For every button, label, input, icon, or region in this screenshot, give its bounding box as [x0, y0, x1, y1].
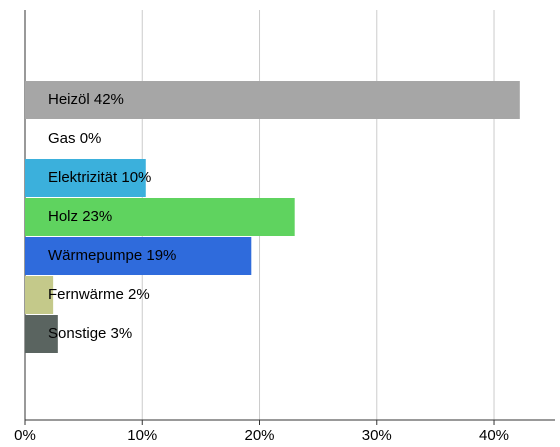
value-label: 0%	[80, 130, 102, 147]
category-label: Wärmepumpe	[48, 247, 142, 264]
value-label: 2%	[128, 286, 150, 303]
data-label: Heizöl 42%	[48, 91, 124, 108]
bar	[25, 81, 520, 119]
data-label: Wärmepumpe 19%	[48, 247, 176, 264]
category-label: Elektrizität	[48, 169, 118, 186]
value-label: 42%	[94, 91, 124, 108]
category-label: Holz	[48, 208, 78, 225]
data-label: Fernwärme 2%	[48, 286, 150, 303]
x-tick-label: 0%	[14, 427, 36, 444]
x-tick-label: 40%	[479, 427, 509, 444]
data-label: Elektrizität 10%	[48, 169, 151, 186]
x-tick-label: 20%	[244, 427, 274, 444]
data-label: Sonstige 3%	[48, 325, 132, 342]
bar	[25, 237, 252, 275]
category-label: Sonstige	[48, 325, 106, 342]
bar	[25, 159, 146, 197]
category-label: Gas	[48, 130, 76, 147]
bar	[25, 276, 54, 314]
bar	[25, 315, 58, 353]
value-label: 23%	[82, 208, 112, 225]
data-label: Holz 23%	[48, 208, 112, 225]
category-label: Fernwärme	[48, 286, 124, 303]
x-tick-label: 10%	[127, 427, 157, 444]
bar	[25, 198, 295, 236]
value-label: 19%	[146, 247, 176, 264]
x-tick-label: 30%	[362, 427, 392, 444]
category-label: Heizöl	[48, 91, 90, 108]
data-label: Gas 0%	[48, 130, 101, 147]
value-label: 10%	[121, 169, 151, 186]
value-label: 3%	[111, 325, 133, 342]
